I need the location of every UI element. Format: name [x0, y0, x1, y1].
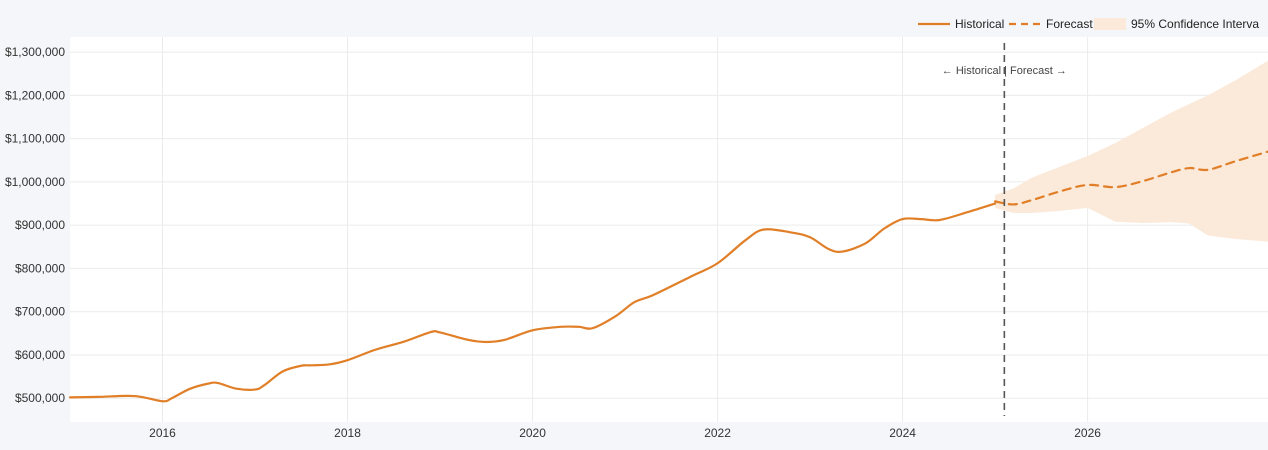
confidence-band-layer — [995, 60, 1268, 242]
confidence-band-area — [995, 60, 1268, 242]
legend-label-historical: Historical — [955, 17, 1004, 31]
y-tick-label: $1,200,000 — [5, 88, 65, 102]
legend-item-forecast[interactable]: Forecast — [1009, 17, 1093, 31]
series-lines-layer — [68, 150, 1268, 403]
y-tick-label: $800,000 — [15, 261, 65, 275]
y-tick-label: $700,000 — [15, 305, 65, 319]
x-tick-label: 2018 — [334, 426, 361, 440]
legend-item-historical[interactable]: Historical — [918, 17, 1004, 31]
legend-label-confidence-interval: 95% Confidence Interva — [1131, 17, 1259, 31]
x-tick-label: 2016 — [149, 426, 176, 440]
split-annotation: ← Historical | Forecast → — [942, 65, 1067, 77]
y-tick-label: $1,100,000 — [5, 132, 65, 146]
forecast-line — [994, 150, 1268, 206]
split-annotation-layer: ← Historical | Forecast → — [942, 43, 1067, 416]
legend-item-confidence-interval[interactable]: 95% Confidence Interva — [1094, 17, 1259, 31]
x-tick-label: 2024 — [889, 426, 916, 440]
y-tick-label: $600,000 — [15, 348, 65, 362]
x-tick-label: 2022 — [704, 426, 731, 440]
plot-area — [70, 37, 1268, 422]
x-tick-label: 2026 — [1074, 426, 1101, 440]
grid-lines — [70, 37, 1268, 422]
legend-swatch-confidence-interval — [1094, 18, 1126, 30]
y-tick-label: $1,000,000 — [5, 175, 65, 189]
legend-label-forecast: Forecast — [1046, 17, 1093, 31]
axis-tick-labels: $500,000 $600,000 $700,000 $800,000 $900,000… — [5, 45, 1101, 440]
y-tick-label: $500,000 — [15, 391, 65, 405]
y-tick-label: $1,300,000 — [5, 45, 65, 59]
legend[interactable]: Historical Forecast 95% Confidence Interva — [918, 17, 1259, 31]
x-tick-label: 2020 — [519, 426, 546, 440]
historical-line — [68, 202, 997, 403]
y-tick-label: $900,000 — [15, 218, 65, 232]
